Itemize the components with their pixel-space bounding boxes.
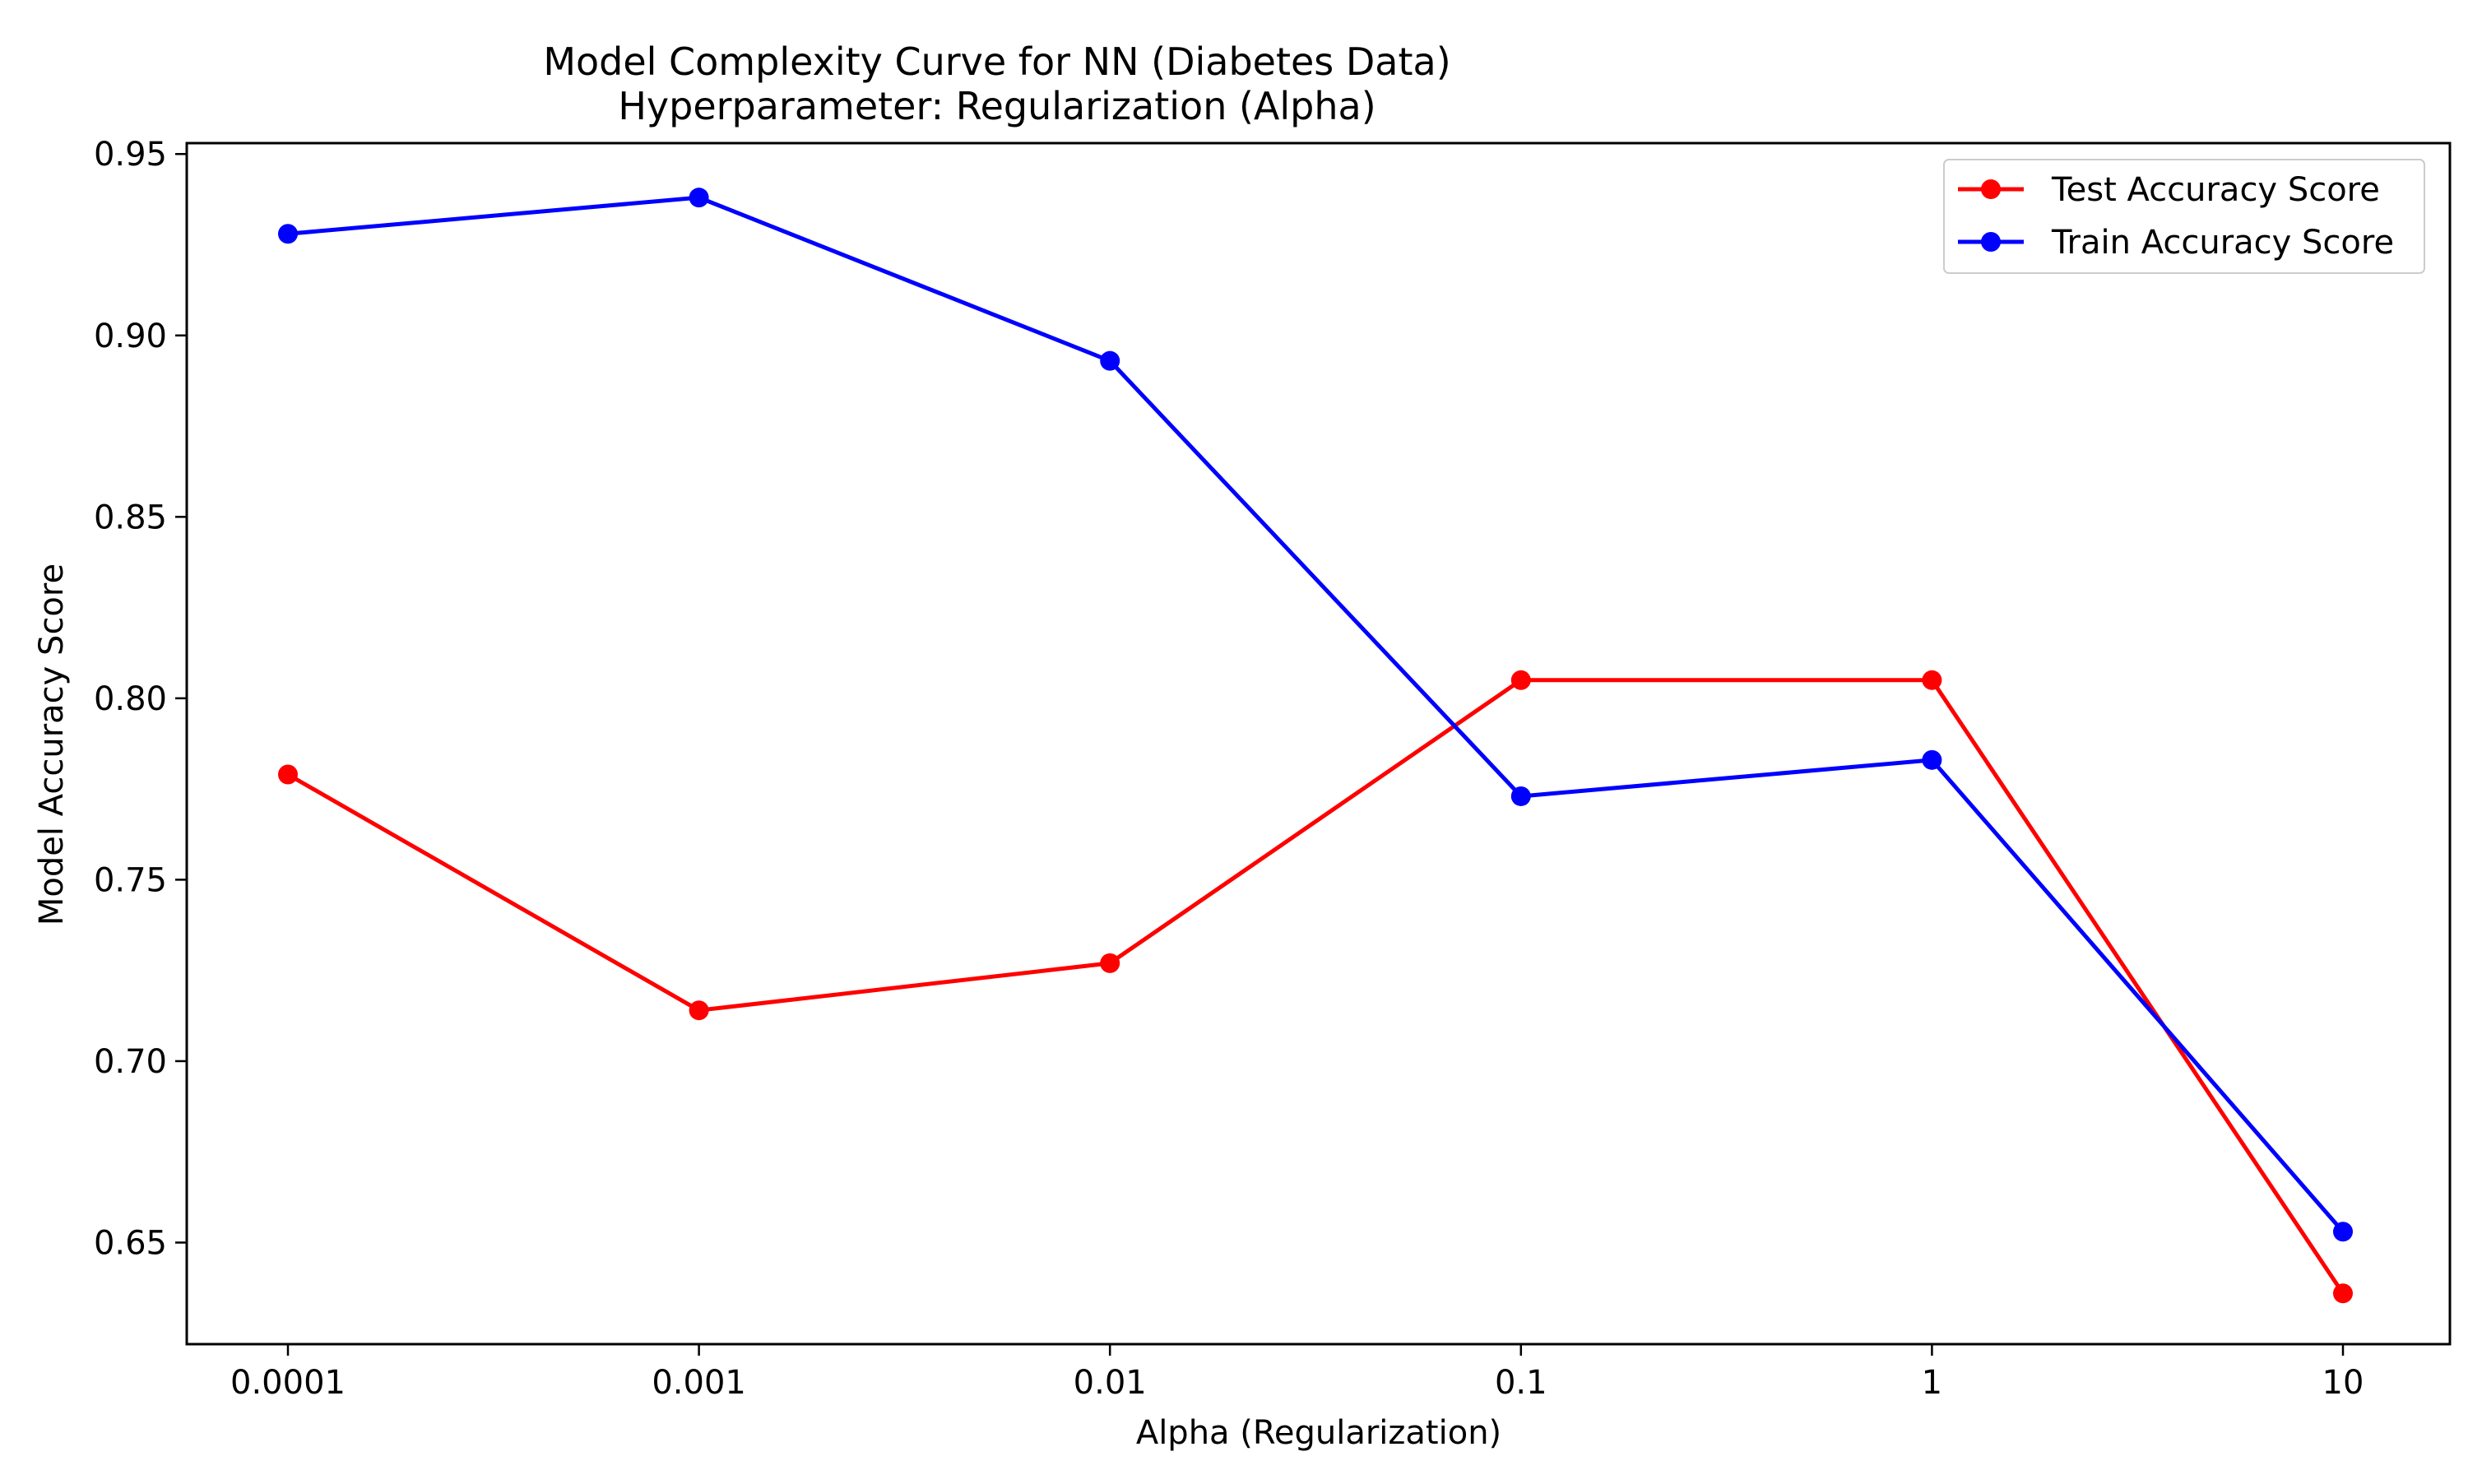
legend-label-train: Train Accuracy Score [2051, 224, 2394, 262]
x-axis-label: Alpha (Regularization) [1136, 1414, 1501, 1452]
y-tick-label: 0.65 [94, 1224, 167, 1262]
data-point-train [1100, 350, 1120, 371]
data-point-test [2333, 1283, 2353, 1304]
legend-marker-test [1981, 179, 2001, 199]
data-point-train [689, 188, 709, 208]
y-tick-label: 0.70 [94, 1043, 167, 1081]
y-tick-label: 0.75 [94, 861, 167, 899]
chart-subtitle: Hyperparameter: Regularization (Alpha) [618, 84, 1375, 128]
x-tick-label: 0.0001 [230, 1364, 346, 1402]
series-line-train [287, 195, 2345, 1233]
data-point-test [278, 764, 298, 785]
x-tick-label: 0.1 [1495, 1364, 1547, 1402]
chart-title: Model Complexity Curve for NN (Diabetes … [543, 39, 1450, 84]
series-layer [278, 188, 2353, 1304]
x-tick-label: 0.001 [652, 1364, 746, 1402]
data-point-train [1510, 786, 1531, 806]
data-point-test [1922, 670, 1942, 690]
x-tick-label: 10 [2322, 1364, 2364, 1402]
data-point-train [278, 224, 298, 244]
data-point-test [1100, 953, 1120, 973]
legend-box [1943, 159, 2425, 274]
y-tick-label: 0.85 [94, 499, 167, 536]
data-point-test [1510, 670, 1531, 690]
y-tick-label: 0.90 [94, 318, 167, 355]
legend-label-test: Test Accuracy Score [2051, 171, 2380, 209]
plot-frame [185, 141, 2452, 1346]
data-point-train [2333, 1222, 2353, 1242]
y-tick-label: 0.80 [94, 680, 167, 718]
legend: Test Accuracy Score Train Accuracy Score [1943, 159, 2425, 274]
legend-marker-train [1981, 232, 2001, 252]
x-tick-label: 1 [1922, 1364, 1942, 1402]
y-tick-label: 0.95 [94, 136, 167, 174]
data-point-train [1922, 749, 1942, 770]
axes: 0.0001 0.001 0.01 0.1 1 10 0.65 0.70 0.75 0.80 0.8… [94, 136, 2452, 1402]
data-point-test [689, 1000, 709, 1021]
y-axis-label: Model Accuracy Score [33, 563, 71, 925]
series-line-test [286, 678, 2345, 1295]
x-tick-label: 0.01 [1074, 1364, 1147, 1402]
